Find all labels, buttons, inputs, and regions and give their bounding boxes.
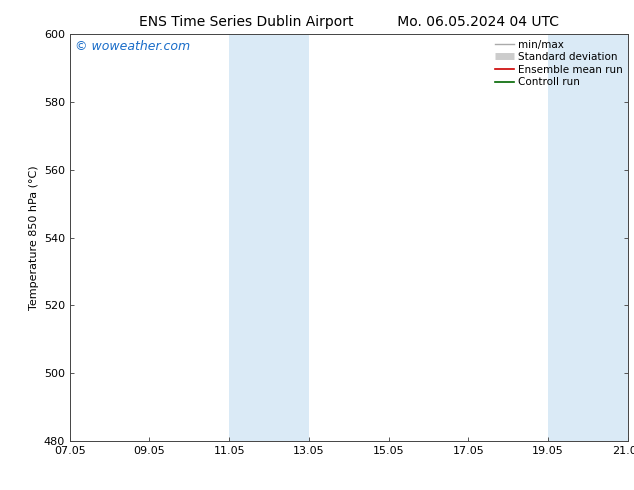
Title: ENS Time Series Dublin Airport          Mo. 06.05.2024 04 UTC: ENS Time Series Dublin Airport Mo. 06.05… (139, 15, 559, 29)
Bar (548, 34, 628, 441)
Bar (229, 34, 309, 441)
Text: © woweather.com: © woweather.com (75, 40, 190, 53)
Y-axis label: Temperature 850 hPa (°C): Temperature 850 hPa (°C) (29, 165, 39, 310)
Legend: min/max, Standard deviation, Ensemble mean run, Controll run: min/max, Standard deviation, Ensemble me… (493, 37, 624, 89)
